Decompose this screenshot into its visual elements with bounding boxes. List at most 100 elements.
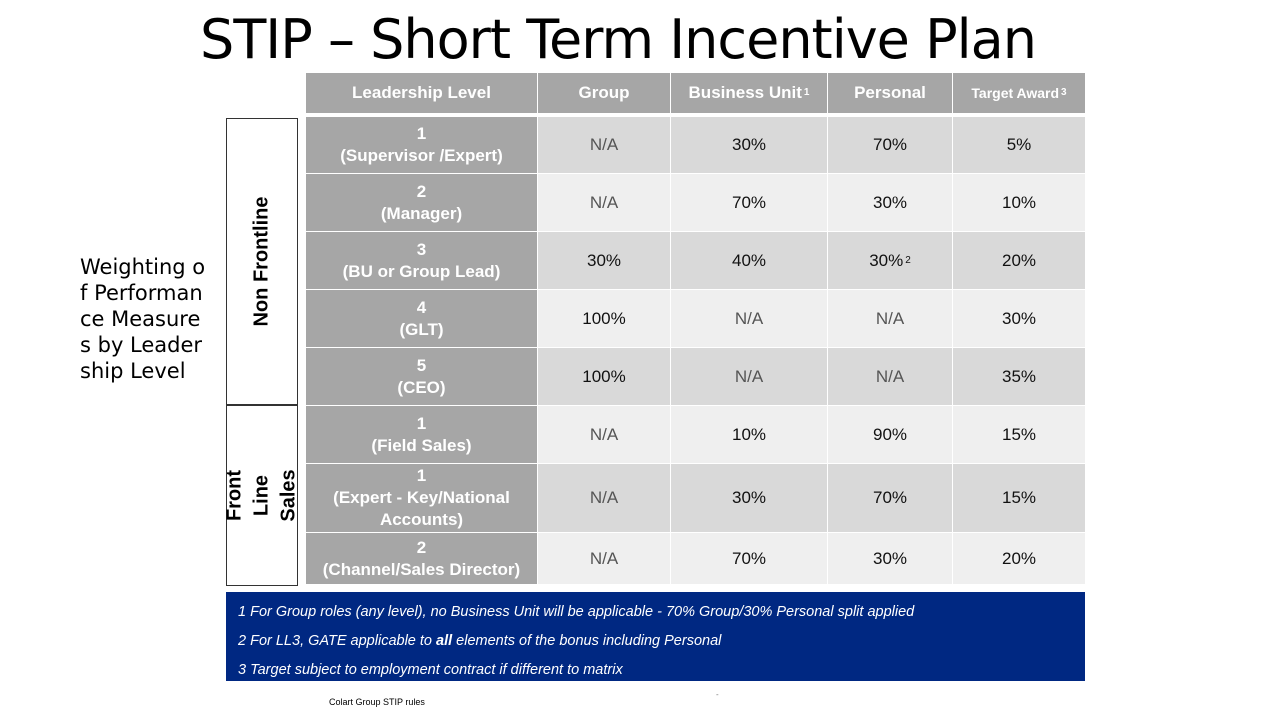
business-unit-cell-value: N/A	[734, 308, 764, 328]
table-row: 5 (CEO) 100% N/A N/A 35%	[306, 348, 1085, 406]
group-cell-value: N/A	[589, 424, 619, 444]
level-role: (Manager)	[380, 203, 463, 223]
personal-cell: 30% 2	[828, 232, 953, 290]
business-unit-cell: 70%	[671, 533, 828, 585]
level-number: 1	[416, 124, 427, 143]
group-cell-value: N/A	[589, 135, 619, 154]
level-number: 4	[416, 297, 427, 317]
level-role: (Channel/Sales Director)	[322, 559, 521, 579]
header-business-unit: Business Unit 1	[671, 73, 828, 114]
leadership-level-cell: 4 (GLT)	[306, 290, 538, 348]
business-unit-cell: N/A	[671, 290, 828, 348]
footnote-2-end: elements of the bonus including Personal	[452, 633, 722, 649]
header-target-award: Target Award 3	[953, 73, 1085, 114]
table-row: 2 (Manager) N/A 70% 30% 10%	[306, 174, 1085, 232]
personal-cell-value: N/A	[875, 366, 905, 386]
group-cell-value: 30%	[586, 250, 622, 270]
group-cell: N/A	[538, 533, 671, 585]
footnote-2-start: 2 For LL3, GATE applicable to	[238, 633, 437, 649]
table-body: 1 (Supervisor /Expert) N/A 30% 70% 5% 2 (Manage…	[306, 117, 1085, 585]
level-role: (GLT)	[399, 319, 444, 339]
group-cell: 30%	[538, 232, 671, 290]
footnote-1: 1 For Group roles (any level), no Busine…	[238, 604, 915, 620]
business-unit-cell: 10%	[671, 406, 828, 464]
level-number: 3	[416, 239, 427, 259]
group-front-line-sales-label: Front Line Sales	[223, 469, 300, 522]
group-cell: N/A	[538, 406, 671, 464]
side-label: Weighting of Performance Measures by Lea…	[80, 255, 206, 383]
business-unit-cell-value: 70%	[731, 548, 767, 568]
business-unit-cell-value: 40%	[731, 250, 767, 270]
header-group: Group	[538, 73, 671, 114]
table-row: 2 (Channel/Sales Director) N/A 70% 30% 20%	[306, 533, 1085, 585]
personal-cell: 70%	[828, 117, 953, 174]
level-role: (BU or Group Lead)	[342, 261, 501, 281]
header-spacer	[306, 114, 1085, 117]
target-award-cell: 20%	[953, 232, 1085, 290]
level-number: 2	[416, 537, 427, 557]
level-role: (Supervisor /Expert)	[340, 146, 503, 165]
level-number: 2	[416, 181, 427, 201]
personal-cell-value: 90%	[872, 424, 908, 444]
personal-cell: N/A	[828, 348, 953, 406]
table-header-row: Leadership Level Group Business Unit 1 Pe…	[306, 73, 1085, 114]
level-number: 5	[416, 355, 427, 375]
target-award-cell-value: 35%	[1001, 366, 1037, 386]
business-unit-cell: 30%	[671, 464, 828, 533]
table-row: 1 (Supervisor /Expert) N/A 30% 70% 5%	[306, 117, 1085, 174]
business-unit-cell-value: N/A	[734, 366, 764, 386]
stip-table: Leadership Level Group Business Unit 1 Pe…	[306, 73, 1085, 585]
target-award-cell: 15%	[953, 406, 1085, 464]
target-award-cell-value: 20%	[1001, 548, 1037, 568]
business-unit-cell: 70%	[671, 174, 828, 232]
target-award-cell-value: 20%	[1001, 250, 1037, 270]
personal-cell: 30%	[828, 533, 953, 585]
group-cell: N/A	[538, 117, 671, 174]
leadership-level-cell: 2 (Channel/Sales Director)	[306, 533, 538, 585]
personal-cell-value: 70%	[872, 488, 908, 507]
business-unit-cell: 30%	[671, 117, 828, 174]
group-cell-value: N/A	[589, 192, 619, 212]
personal-cell: N/A	[828, 290, 953, 348]
target-award-cell-value: 10%	[1001, 192, 1037, 212]
footnotes-box: 1 For Group roles (any level), no Busine…	[226, 592, 1085, 681]
table-row: 1 (Field Sales) N/A 10% 90% 15%	[306, 406, 1085, 464]
leadership-level-cell: 3 (BU or Group Lead)	[306, 232, 538, 290]
leadership-level-cell: 5 (CEO)	[306, 348, 538, 406]
leadership-level-cell: 1 (Expert - Key/National Accounts)	[306, 464, 538, 533]
group-cell-value: N/A	[589, 488, 619, 507]
source-note: Colart Group STIP rules	[329, 697, 425, 707]
personal-cell: 30%	[828, 174, 953, 232]
level-role: (Field Sales)	[371, 435, 472, 455]
level-number: 1	[416, 413, 427, 433]
level-role: (CEO)	[397, 377, 446, 397]
leadership-level-cell: 2 (Manager)	[306, 174, 538, 232]
group-front-line-sales: Front Line Sales	[224, 405, 300, 586]
leadership-level-cell: 1 (Field Sales)	[306, 406, 538, 464]
target-award-cell: 10%	[953, 174, 1085, 232]
page-title: STIP – Short Term Incentive Plan	[200, 8, 1037, 71]
personal-cell-value: 30%	[872, 548, 908, 568]
business-unit-cell-value: 30%	[731, 488, 767, 507]
personal-cell-value: 70%	[872, 135, 908, 154]
table-row: 3 (BU or Group Lead) 30% 40% 30% 2 20%	[306, 232, 1085, 290]
target-award-cell-value: 30%	[1001, 308, 1037, 328]
target-award-cell-value: 15%	[1001, 424, 1037, 444]
target-award-cell: 30%	[953, 290, 1085, 348]
footnote-2-emphasis: all	[436, 633, 453, 649]
table-row: 1 (Expert - Key/National Accounts) N/A 30% 7…	[306, 464, 1085, 533]
group-cell: N/A	[538, 464, 671, 533]
target-award-cell: 35%	[953, 348, 1085, 406]
group-cell: 100%	[538, 290, 671, 348]
business-unit-cell-value: 30%	[731, 135, 767, 154]
business-unit-cell: N/A	[671, 348, 828, 406]
target-award-cell: 20%	[953, 533, 1085, 585]
target-award-cell: 15%	[953, 464, 1085, 533]
personal-cell-value: N/A	[875, 308, 905, 328]
business-unit-cell-value: 10%	[731, 424, 767, 444]
level-role: (Expert - Key/National Accounts)	[333, 488, 510, 529]
header-leadership-level: Leadership Level	[306, 73, 538, 114]
group-cell: N/A	[538, 174, 671, 232]
header-personal: Personal	[828, 73, 953, 114]
leadership-level-cell: 1 (Supervisor /Expert)	[306, 117, 538, 174]
